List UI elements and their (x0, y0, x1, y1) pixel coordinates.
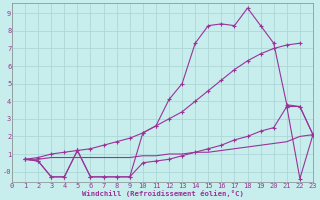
X-axis label: Windchill (Refroidissement éolien,°C): Windchill (Refroidissement éolien,°C) (82, 190, 244, 197)
